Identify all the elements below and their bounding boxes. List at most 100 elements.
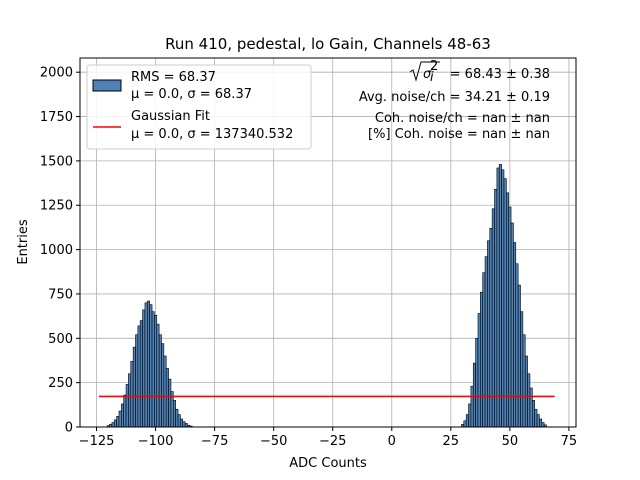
- histogram-bar: [503, 178, 507, 428]
- svg-text:σ: σ: [423, 67, 432, 82]
- x-tick-label: −100: [138, 434, 174, 449]
- histogram-bar: [135, 334, 139, 428]
- histogram-bar: [156, 323, 160, 428]
- histogram-bar: [128, 373, 132, 428]
- legend-box: [86, 64, 312, 150]
- histogram-bar: [475, 337, 479, 428]
- histogram-bar: [508, 206, 512, 428]
- histogram-bar: [541, 422, 545, 428]
- y-axis-label: Entries: [16, 219, 31, 265]
- histogram-bar: [184, 423, 188, 428]
- legend-label-fit: Gaussian Fit: [131, 109, 210, 124]
- legend-sublabel-histogram: μ = 0.0, σ = 68.37: [131, 87, 252, 102]
- histogram-bar: [142, 309, 146, 428]
- x-tick-label: −125: [79, 434, 115, 449]
- histogram-bar: [539, 418, 543, 428]
- histogram-bar: [515, 263, 519, 428]
- y-tick-label: 750: [48, 287, 73, 302]
- histogram-bar: [121, 403, 124, 428]
- y-tick-label: 250: [48, 376, 73, 391]
- histogram-bar: [532, 400, 535, 428]
- y-tick-label: 2000: [40, 66, 73, 81]
- svg-text:i: i: [430, 70, 434, 85]
- histogram-bar: [463, 420, 467, 428]
- histogram-bar: [118, 410, 122, 428]
- histogram-bar: [154, 314, 158, 428]
- y-tick-label: 1250: [40, 199, 73, 214]
- plot-frame: [79, 57, 577, 428]
- histogram-bar: [501, 169, 505, 428]
- histogram-bar: [524, 355, 528, 428]
- y-tick-label: 500: [48, 332, 73, 347]
- legend: RMS = 68.37 μ = 0.0, σ = 68.37 Gaussian …: [86, 64, 312, 150]
- histogram-bar: [168, 378, 172, 428]
- histogram-bar: [534, 408, 538, 428]
- y-tick-label: 1500: [40, 154, 73, 169]
- x-tick-label: 25: [443, 434, 460, 449]
- chart-title: Run 410, pedestal, lo Gain, Channels 48-…: [165, 35, 491, 53]
- histogram-bar: [165, 368, 169, 428]
- histogram-bar: [163, 355, 167, 428]
- histogram-bar: [151, 311, 155, 428]
- histogram-bar: [536, 414, 540, 428]
- x-tick-label: 50: [502, 434, 519, 449]
- x-tick-label: −50: [260, 434, 287, 449]
- histogram-bar: [522, 334, 526, 428]
- x-tick-label: −75: [201, 434, 228, 449]
- x-tick-label: 75: [561, 434, 578, 449]
- legend-sublabel-fit: μ = 0.0, σ = 137340.532: [131, 127, 293, 142]
- annotation-avg-noise: Avg. noise/ch = 34.21 ± 0.19: [359, 90, 550, 105]
- histogram-bar: [111, 422, 115, 428]
- histogram-bar: [480, 291, 484, 428]
- histogram-bar: [484, 256, 488, 428]
- histogram-bar: [161, 343, 165, 428]
- histogram-bar: [517, 284, 521, 428]
- histogram-bar: [132, 346, 136, 428]
- histogram-bar: [137, 325, 141, 428]
- histogram-bar: [494, 188, 498, 428]
- histogram-bar: [125, 384, 129, 428]
- histogram-bar: [116, 416, 120, 428]
- x-axis-ticks: −125 −100 −75 −50 −25 0 25 50 75: [79, 427, 578, 449]
- histogram-bar: [513, 242, 517, 428]
- annotation-sigma-total: = 68.43 ± 0.38: [450, 67, 550, 82]
- histogram-bar: [527, 373, 531, 428]
- histogram-bars: [106, 164, 547, 428]
- x-axis-label: ADC Counts: [289, 456, 367, 471]
- histogram-bar: [506, 192, 509, 428]
- histogram-bar: [113, 419, 117, 428]
- legend-swatch-histogram: [92, 79, 122, 92]
- histogram-bar: [472, 362, 476, 428]
- histogram-bar: [147, 300, 150, 428]
- x-tick-label: 0: [388, 434, 396, 449]
- histogram-bar: [465, 414, 469, 428]
- noise-annotations: σ 2 i = 68.43 ± 0.38 Avg. noise/ch = 34.…: [359, 59, 550, 142]
- histogram-bar: [177, 414, 181, 428]
- annotation-coh-noise: Coh. noise/ch = nan ± nan: [375, 111, 550, 126]
- y-axis-ticks: 0 250 500 750 1000 1250 1500 1750 2000: [40, 66, 80, 436]
- y-tick-label: 1000: [40, 243, 73, 258]
- histogram-bar: [496, 167, 500, 428]
- histogram-bar: [175, 408, 179, 428]
- histogram-bar: [477, 313, 481, 428]
- histogram-bar: [158, 334, 162, 428]
- x-tick-label: −25: [319, 434, 346, 449]
- svg-text:2: 2: [430, 59, 438, 74]
- histogram-bar: [180, 418, 184, 428]
- histogram-bar: [491, 208, 495, 428]
- histogram-bar: [482, 272, 486, 428]
- histogram-bar: [172, 400, 176, 428]
- annotation-coh-noise-percent: [%] Coh. noise = nan ± nan: [368, 127, 550, 142]
- histogram-bar: [520, 311, 524, 428]
- histogram-bar: [498, 164, 502, 428]
- legend-label-histogram: RMS = 68.37: [131, 70, 216, 85]
- histogram-bar: [487, 240, 491, 428]
- histogram-bar: [149, 304, 153, 428]
- histogram-bar: [470, 385, 474, 428]
- histogram-bar: [468, 403, 472, 428]
- histogram-bar: [139, 320, 143, 428]
- histogram-bar: [529, 387, 533, 428]
- y-tick-label: 1750: [40, 110, 73, 125]
- histogram-bar: [130, 361, 134, 428]
